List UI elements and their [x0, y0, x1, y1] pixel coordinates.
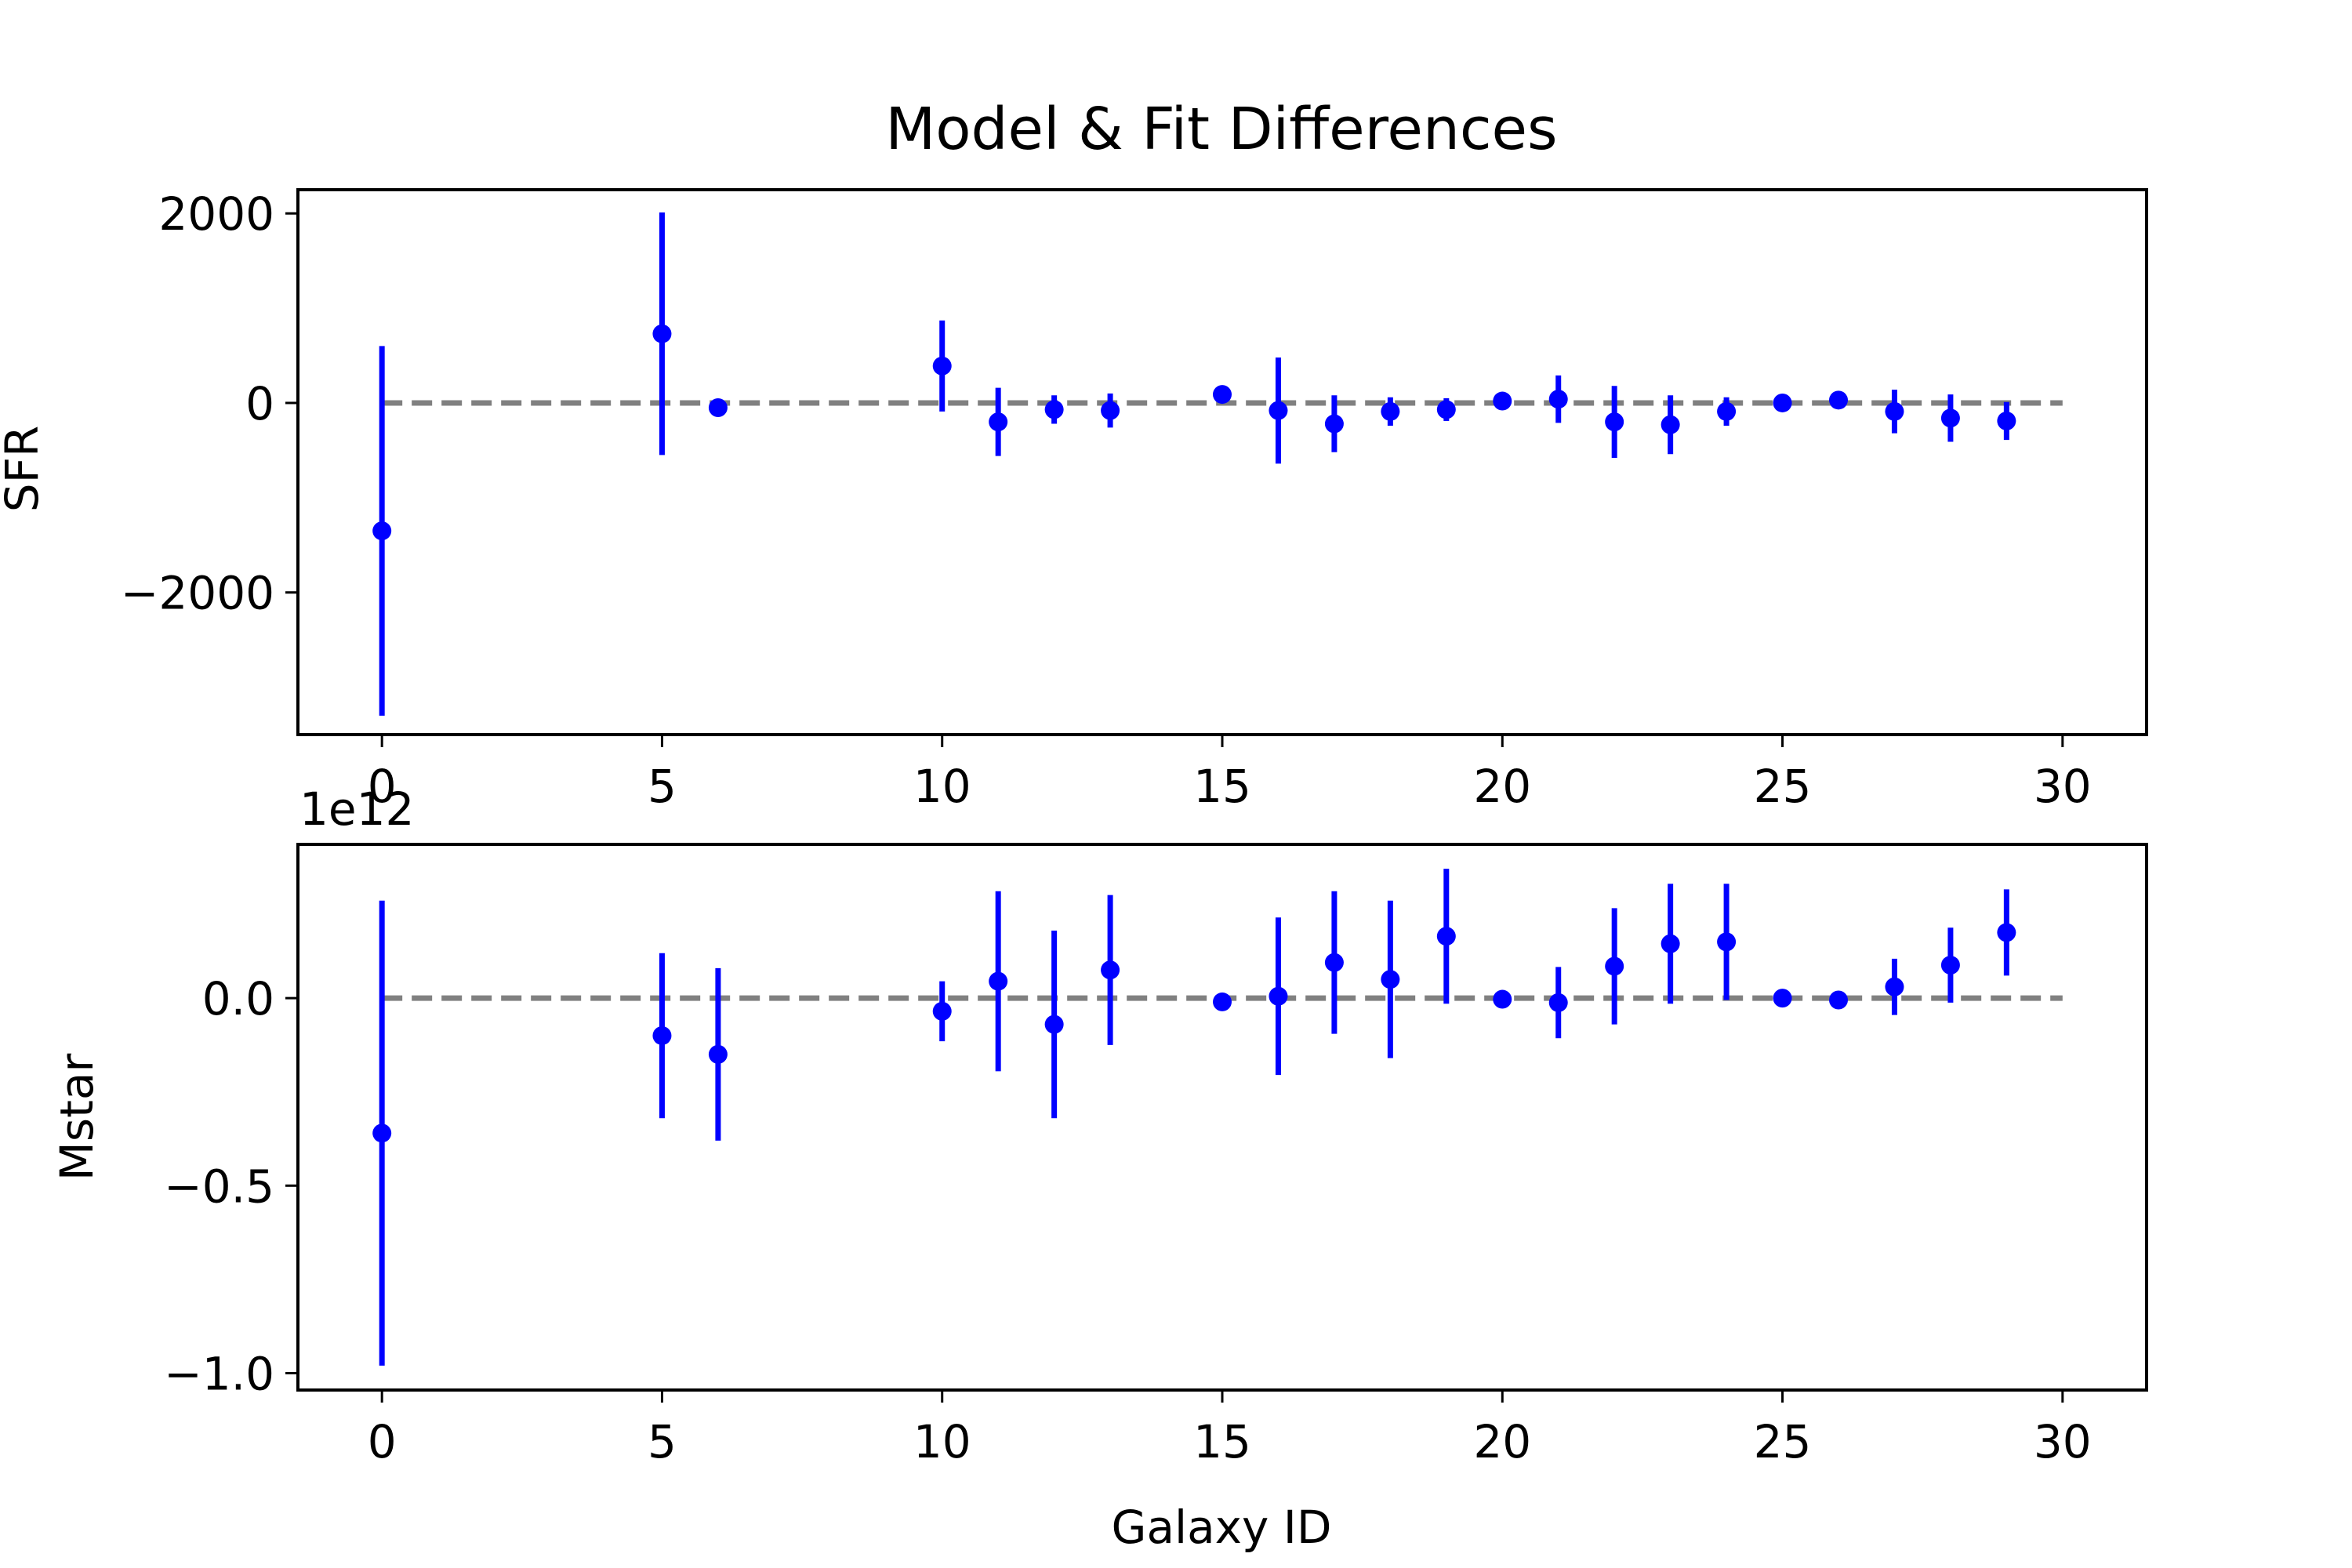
sfr-y-axis-label: SFR: [0, 426, 49, 512]
sfr-data-point: [1269, 401, 1288, 420]
mstar-data-point: [1548, 993, 1568, 1012]
mstar-data-point: [1661, 934, 1680, 953]
sfr-x-tick-label: 30: [2034, 760, 2092, 813]
sfr-panel: 0 5 10 15 20 25 30 2000 0 −2000 SFR: [0, 187, 2148, 813]
sfr-data-point: [1493, 391, 1512, 411]
sfr-data-point: [1829, 390, 1848, 410]
sfr-data-point: [1324, 414, 1344, 434]
sfr-x-tick-label: 10: [913, 760, 971, 813]
sfr-data-point: [932, 356, 952, 376]
sfr-data-point: [1381, 401, 1400, 421]
mstar-data-point: [1717, 932, 1737, 952]
mstar-data-point: [989, 971, 1008, 991]
sfr-y-tick-label: −2000: [121, 567, 274, 620]
sfr-data-point: [1436, 400, 1456, 419]
sfr-marks: [372, 212, 2063, 716]
mstar-x-tick-label: 30: [2034, 1415, 2092, 1468]
mstar-data-point: [1940, 956, 1960, 975]
sfr-data-point: [989, 412, 1008, 432]
mstar-data-point: [1269, 986, 1288, 1006]
mstar-ticks: 0 5 10 15 20 25 30 0.0 −0.5 −1.0: [164, 972, 2092, 1468]
mstar-y-tick-label: 0.0: [202, 972, 274, 1025]
mstar-data-point: [1436, 927, 1456, 946]
sfr-x-tick-label: 5: [648, 760, 677, 813]
sfr-data-point: [1101, 401, 1120, 420]
mstar-data-point: [1829, 990, 1848, 1010]
mstar-data-point: [1381, 970, 1400, 989]
sfr-data-point: [372, 521, 392, 541]
figure-title: Model & Fit Differences: [885, 96, 1557, 163]
sfr-x-tick-label: 20: [1473, 760, 1531, 813]
sfr-data-point: [652, 324, 672, 343]
mstar-marks: [372, 869, 2063, 1366]
mstar-data-point: [1324, 953, 1344, 972]
sfr-x-tick-label: 0: [368, 760, 397, 813]
mstar-y-tick-label: −1.0: [164, 1347, 274, 1400]
mstar-data-point: [1493, 989, 1512, 1009]
mstar-data-point: [1605, 956, 1624, 976]
sfr-y-tick-label: 2000: [158, 187, 274, 241]
mstar-data-point: [1101, 960, 1120, 980]
sfr-data-point: [1885, 401, 1904, 421]
sfr-data-point: [1044, 400, 1064, 419]
sfr-data-point: [1773, 393, 1792, 412]
sfr-data-point: [1940, 408, 1960, 428]
mstar-panel: 0 5 10 15 20 25 30 0.0 −0.5 −1.0 Mstar 1e12 Galax…: [50, 782, 2148, 1554]
sfr-x-tick-label: 25: [1754, 760, 1812, 813]
mstar-data-point: [1213, 992, 1232, 1011]
sfr-data-point: [1548, 390, 1568, 409]
mstar-data-point: [932, 1001, 952, 1021]
mstar-data-point: [1997, 923, 2016, 942]
sfr-data-point: [1605, 412, 1624, 432]
sfr-data-point: [1717, 401, 1737, 421]
mstar-x-tick-label: 20: [1473, 1415, 1531, 1468]
mstar-x-tick-label: 25: [1754, 1415, 1812, 1468]
sfr-data-point: [1661, 415, 1680, 434]
mstar-y-tick-label: −0.5: [164, 1160, 274, 1213]
mstar-x-tick-label: 5: [648, 1415, 677, 1468]
mstar-x-tick-label: 0: [368, 1415, 397, 1468]
mstar-x-tick-label: 15: [1193, 1415, 1251, 1468]
mstar-data-point: [708, 1044, 728, 1064]
sfr-data-point: [1213, 385, 1232, 405]
sfr-data-point: [1997, 411, 2016, 430]
mstar-x-tick-label: 10: [913, 1415, 971, 1468]
sfr-x-tick-label: 15: [1193, 760, 1251, 813]
sfr-y-tick-label: 0: [245, 377, 274, 430]
mstar-data-point: [372, 1123, 392, 1143]
mstar-data-point: [1885, 977, 1904, 996]
sfr-ticks: 0 5 10 15 20 25 30 2000 0 −2000: [121, 187, 2092, 813]
mstar-data-point: [652, 1025, 672, 1045]
mstar-scale-note: 1e12: [299, 782, 414, 836]
mstar-y-axis-label: Mstar: [50, 1054, 103, 1181]
mstar-data-point: [1044, 1014, 1064, 1034]
x-axis-label: Galaxy ID: [1112, 1501, 1332, 1554]
mstar-data-point: [1773, 989, 1792, 1008]
sfr-data-point: [708, 398, 728, 417]
